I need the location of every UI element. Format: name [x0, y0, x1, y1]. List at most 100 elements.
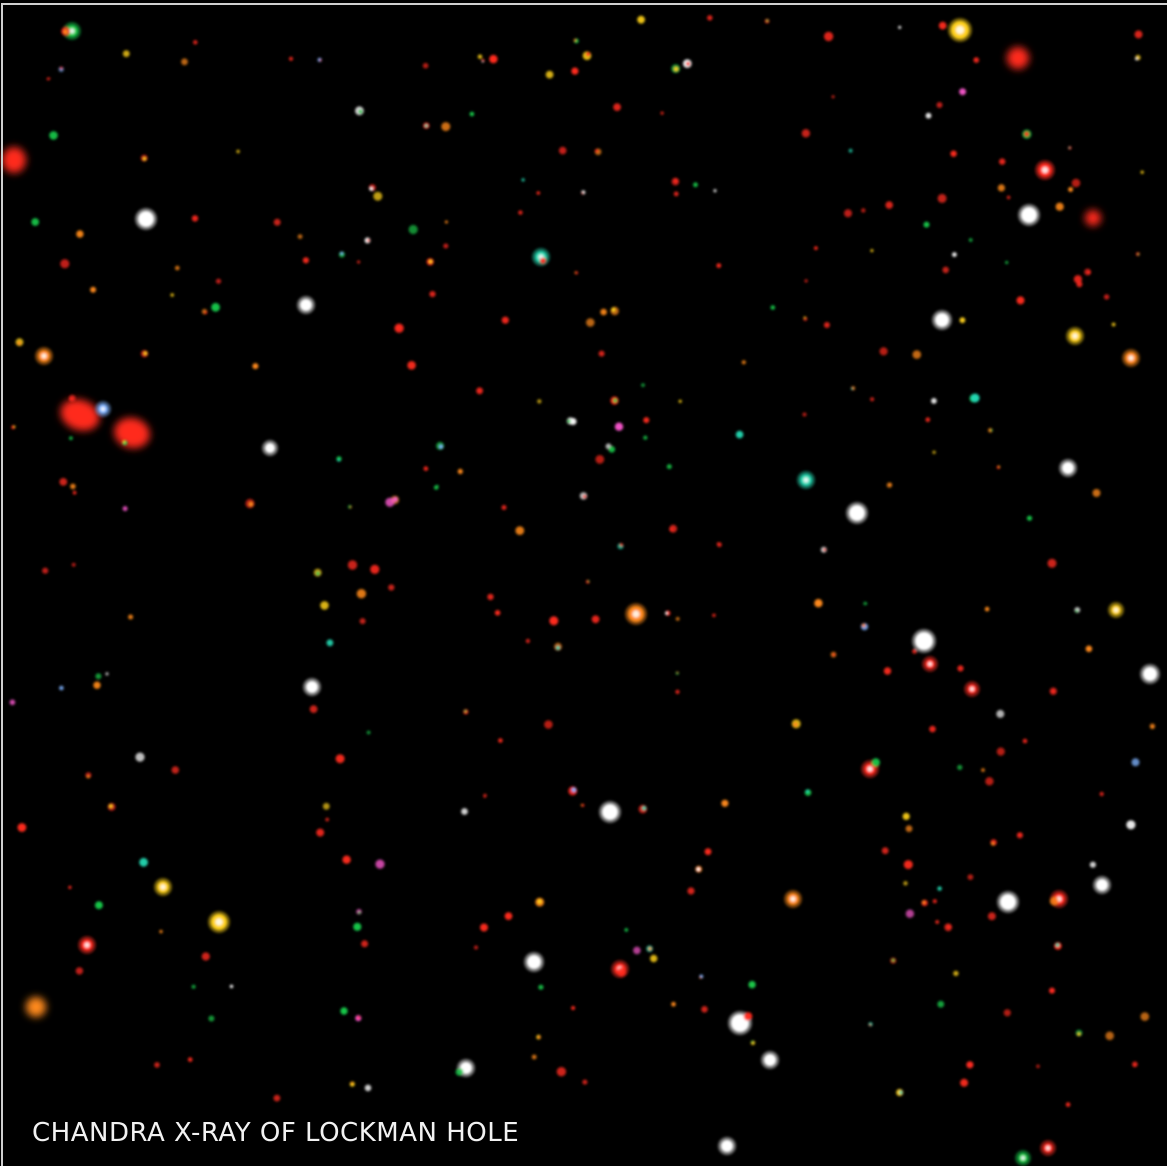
faint-source: [469, 111, 475, 117]
faint-source-core: [69, 397, 73, 401]
extended-source: [26, 997, 46, 1017]
faint-source-core: [1055, 943, 1060, 947]
faint-source-core: [98, 902, 102, 907]
source-core: [955, 25, 965, 35]
faint-source-core: [889, 483, 892, 486]
faint-source: [441, 122, 451, 132]
faint-source-core: [48, 77, 51, 80]
source-core: [1065, 465, 1071, 471]
faint-source: [31, 218, 40, 226]
faint-source-core: [464, 710, 467, 713]
faint-source: [154, 1062, 160, 1068]
faint-source: [429, 291, 436, 298]
faint-source: [480, 923, 488, 932]
faint-source: [545, 70, 554, 79]
extended-source: [1007, 47, 1029, 69]
faint-source: [802, 412, 807, 417]
faint-source-core: [315, 571, 320, 576]
faint-source: [938, 21, 947, 30]
faint-source: [461, 808, 468, 815]
faint-source: [181, 58, 188, 66]
faint-source-core: [582, 494, 587, 499]
faint-source-core: [998, 465, 1000, 468]
faint-source: [316, 828, 325, 837]
faint-source-core: [143, 351, 148, 356]
faint-source: [678, 399, 682, 403]
faint-source: [716, 263, 722, 268]
faint-source: [422, 62, 429, 69]
faint-source: [598, 350, 605, 357]
source-core: [303, 302, 309, 308]
faint-source: [122, 506, 128, 512]
faint-source: [1005, 260, 1009, 265]
faint-source: [937, 193, 947, 203]
faint-source-core: [340, 251, 344, 255]
faint-source: [748, 980, 756, 989]
faint-source: [1049, 896, 1059, 906]
faint-source-core: [86, 775, 90, 779]
faint-source: [95, 673, 102, 680]
source-core: [1146, 670, 1154, 678]
faint-source: [42, 567, 49, 574]
faint-source-core: [850, 387, 853, 390]
faint-source-core: [1024, 131, 1029, 137]
faint-source: [673, 191, 679, 197]
source-core: [309, 684, 315, 690]
faint-source-core: [505, 913, 510, 918]
faint-source-core: [891, 958, 895, 962]
faint-source: [1085, 645, 1093, 653]
faint-source: [1036, 1064, 1040, 1069]
faint-source: [959, 317, 966, 324]
faint-source-core: [358, 911, 361, 914]
faint-source: [704, 848, 712, 856]
faint-source: [1099, 791, 1104, 797]
faint-source-core: [805, 789, 810, 793]
faint-source: [935, 920, 940, 924]
faint-source-core: [436, 484, 439, 488]
faint-source: [201, 952, 210, 961]
faint-source: [359, 618, 366, 625]
faint-source-core: [424, 124, 428, 128]
faint-source: [902, 812, 910, 821]
faint-source: [957, 764, 963, 771]
faint-source-core: [823, 548, 827, 552]
faint-source: [942, 266, 949, 274]
faint-source: [637, 15, 645, 24]
faint-source: [71, 562, 76, 567]
faint-source-core: [793, 722, 798, 727]
faint-source: [273, 218, 281, 226]
faint-source: [831, 95, 835, 99]
source-core: [1113, 607, 1119, 613]
faint-source-core: [865, 602, 868, 605]
faint-source: [1022, 738, 1028, 744]
faint-source-core: [248, 501, 254, 507]
image-caption: CHANDRA X-RAY OF LOCKMAN HOLE: [32, 1118, 520, 1148]
source-core: [632, 610, 640, 618]
faint-source: [613, 103, 621, 111]
faint-source: [953, 970, 959, 977]
faint-source: [591, 615, 600, 624]
faint-source: [925, 112, 932, 119]
faint-source: [586, 318, 595, 327]
faint-source: [905, 825, 913, 833]
source-core: [69, 28, 75, 34]
faint-source: [997, 184, 1006, 192]
faint-source: [614, 422, 624, 431]
faint-source-core: [1051, 689, 1055, 694]
faint-source: [814, 246, 818, 251]
faint-source: [1055, 202, 1064, 211]
faint-source: [93, 681, 101, 689]
faint-source-core: [573, 39, 577, 42]
faint-source: [487, 593, 494, 601]
source-core: [1020, 1155, 1026, 1161]
faint-source: [236, 149, 240, 154]
faint-source-core: [581, 192, 584, 195]
faint-source-core: [1151, 726, 1154, 729]
source-core: [1099, 882, 1105, 888]
source-core: [1072, 333, 1078, 339]
faint-source: [342, 855, 351, 864]
faint-source-core: [1066, 1103, 1069, 1106]
faint-source: [407, 361, 416, 370]
source-core: [1004, 898, 1012, 906]
faint-source-core: [204, 311, 208, 314]
